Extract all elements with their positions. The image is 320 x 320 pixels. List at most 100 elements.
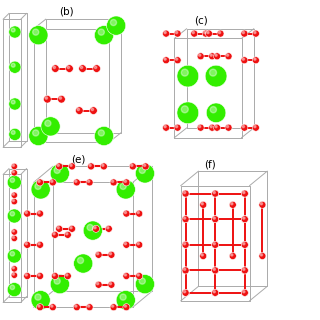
Circle shape [175, 58, 178, 60]
Circle shape [57, 164, 59, 166]
Circle shape [87, 163, 95, 170]
Circle shape [241, 241, 248, 248]
Circle shape [53, 233, 55, 235]
Circle shape [49, 179, 56, 186]
Circle shape [56, 163, 63, 170]
Circle shape [175, 31, 178, 34]
Circle shape [9, 26, 21, 38]
Circle shape [59, 97, 61, 99]
Circle shape [225, 53, 232, 60]
Circle shape [124, 243, 126, 245]
Circle shape [212, 241, 219, 248]
Circle shape [241, 267, 248, 274]
Circle shape [164, 31, 166, 34]
Circle shape [93, 65, 100, 72]
Circle shape [213, 191, 215, 194]
Circle shape [124, 211, 126, 214]
Circle shape [50, 275, 69, 294]
Circle shape [242, 58, 244, 60]
Circle shape [95, 281, 102, 288]
Circle shape [9, 128, 21, 140]
Circle shape [94, 66, 97, 68]
Circle shape [142, 163, 149, 170]
Circle shape [66, 274, 68, 276]
Circle shape [11, 170, 18, 176]
Circle shape [66, 65, 73, 72]
Circle shape [36, 241, 44, 248]
Circle shape [74, 254, 93, 273]
Circle shape [213, 291, 215, 293]
Circle shape [241, 289, 248, 296]
Circle shape [111, 305, 114, 307]
Circle shape [51, 305, 53, 307]
Circle shape [213, 243, 215, 245]
Circle shape [75, 305, 77, 307]
Circle shape [86, 304, 93, 311]
Circle shape [41, 117, 60, 136]
Circle shape [227, 54, 229, 56]
Circle shape [182, 216, 189, 223]
Circle shape [243, 243, 245, 245]
Circle shape [243, 217, 245, 219]
Circle shape [58, 95, 65, 103]
Circle shape [198, 125, 201, 128]
Circle shape [98, 130, 104, 136]
Circle shape [242, 125, 244, 128]
Circle shape [12, 193, 14, 195]
Circle shape [108, 281, 115, 288]
Circle shape [212, 190, 219, 197]
Circle shape [241, 30, 248, 37]
Circle shape [198, 54, 201, 56]
Circle shape [135, 275, 155, 294]
Circle shape [136, 210, 143, 217]
Circle shape [229, 252, 236, 260]
Circle shape [33, 130, 39, 136]
Circle shape [11, 266, 18, 272]
Circle shape [215, 54, 217, 56]
Circle shape [25, 211, 27, 214]
Circle shape [260, 254, 262, 256]
Circle shape [213, 268, 215, 270]
Circle shape [107, 227, 109, 229]
Circle shape [12, 230, 14, 232]
Circle shape [36, 210, 44, 217]
Circle shape [241, 216, 248, 223]
Circle shape [200, 201, 207, 208]
Circle shape [52, 65, 59, 72]
Circle shape [70, 227, 72, 229]
Circle shape [183, 243, 186, 245]
Circle shape [12, 200, 14, 202]
Circle shape [123, 210, 130, 217]
Circle shape [7, 209, 21, 223]
Circle shape [163, 57, 170, 64]
Circle shape [183, 268, 186, 270]
Circle shape [182, 267, 189, 274]
Circle shape [205, 30, 212, 37]
Circle shape [38, 211, 40, 214]
Circle shape [174, 30, 181, 37]
Circle shape [201, 203, 203, 205]
Circle shape [11, 100, 15, 104]
Circle shape [50, 164, 69, 183]
Circle shape [31, 291, 50, 310]
Circle shape [54, 278, 60, 284]
Circle shape [24, 273, 31, 280]
Circle shape [35, 294, 41, 300]
Circle shape [86, 179, 93, 186]
Circle shape [241, 190, 248, 197]
Circle shape [87, 305, 90, 307]
Circle shape [31, 180, 50, 199]
Circle shape [259, 201, 266, 208]
Circle shape [123, 304, 130, 311]
Circle shape [77, 108, 79, 111]
Circle shape [174, 57, 181, 64]
Circle shape [254, 58, 256, 60]
Circle shape [204, 31, 206, 34]
Circle shape [52, 273, 59, 280]
Circle shape [212, 289, 219, 296]
Circle shape [243, 191, 245, 194]
Circle shape [225, 124, 232, 131]
Circle shape [139, 167, 145, 173]
Circle shape [243, 268, 245, 270]
Circle shape [102, 164, 104, 166]
